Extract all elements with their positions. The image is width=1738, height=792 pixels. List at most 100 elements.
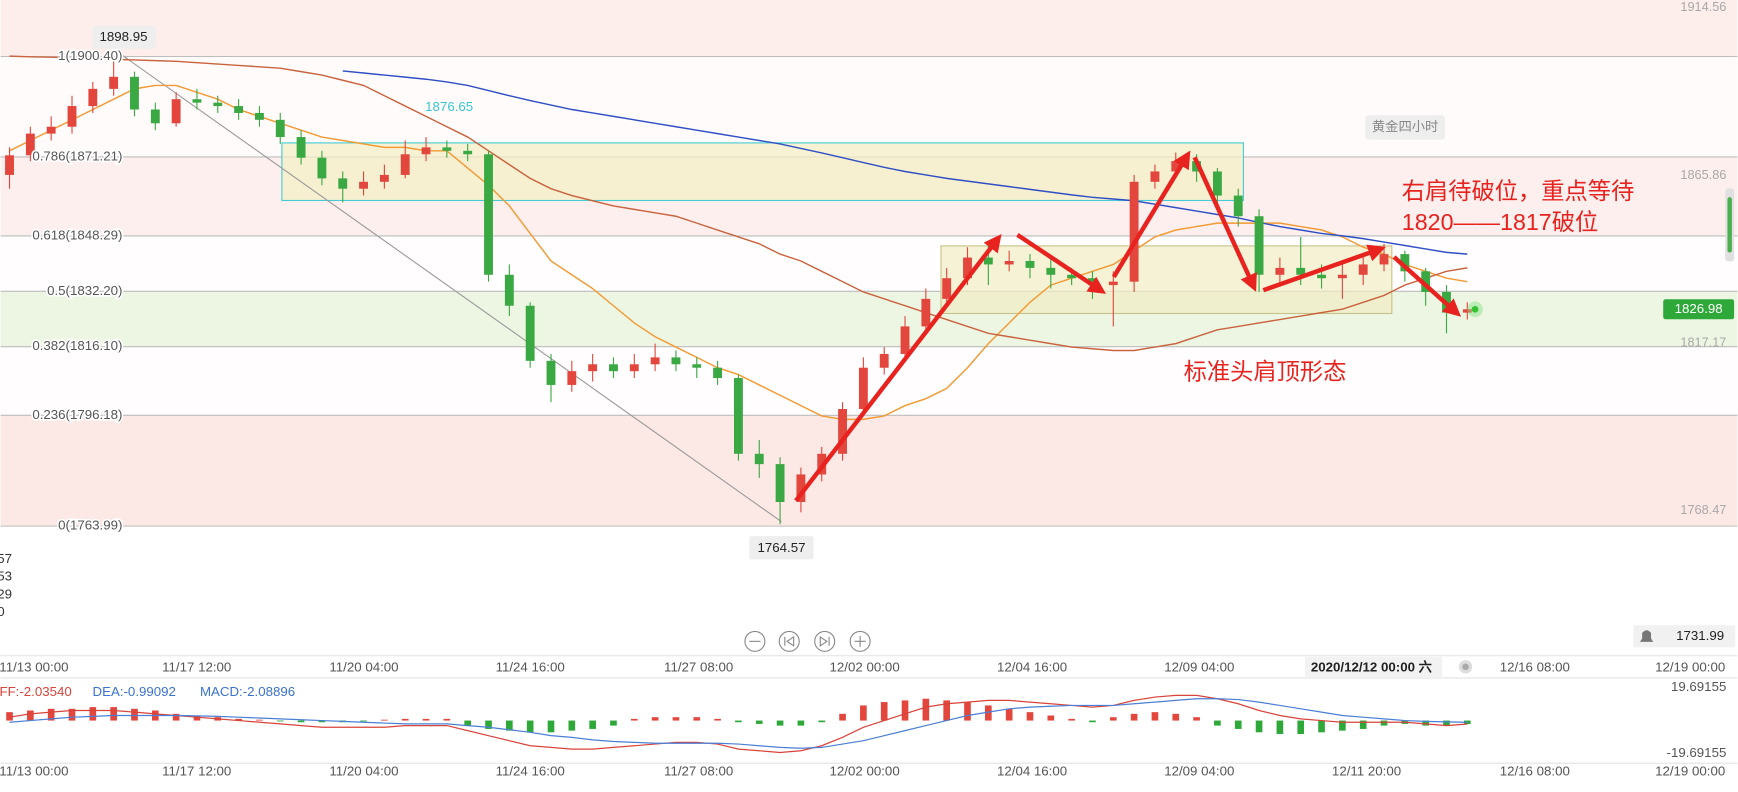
x-tick-label: 12/04 16:00 — [997, 659, 1067, 674]
macd-bar — [172, 713, 180, 721]
macd-bar — [68, 708, 76, 721]
macd-bar — [568, 720, 576, 731]
moving-average-line — [342, 70, 1468, 255]
macd-bar — [1359, 720, 1367, 729]
axes: 1914.56 1865.86 1817.17 1768.47 11/13 00:00 1… — [0, 0, 1726, 779]
macd-bar — [589, 720, 596, 729]
candle-body — [858, 367, 868, 410]
candle-body — [171, 99, 181, 124]
macd-bar — [485, 720, 492, 729]
macd-bar — [526, 720, 534, 733]
candle-body — [379, 174, 389, 182]
macd-bar — [1172, 713, 1180, 721]
alert-bg — [1633, 625, 1736, 648]
moving-average-line — [9, 55, 1468, 352]
macd-bar — [1026, 712, 1034, 721]
icon — [784, 635, 795, 647]
candle-body — [942, 278, 952, 299]
arrow — [1192, 156, 1257, 292]
candle-body — [1337, 274, 1347, 279]
macd-bar — [1068, 718, 1075, 721]
macd-legend: DIFF:-2.03540 — [0, 684, 72, 699]
y-tick-label: 1768.47 — [1680, 502, 1726, 517]
macd-bar — [964, 702, 971, 721]
macd-bar — [693, 717, 701, 721]
candle-body — [588, 364, 598, 372]
x-tick-label: 12/04 16:00 — [997, 764, 1067, 779]
macd-bar — [776, 720, 784, 726]
candle-body — [1150, 171, 1160, 182]
x-tick-label: 12/16 08:00 — [1500, 659, 1570, 674]
macd-bar — [464, 720, 472, 726]
candle-body — [1400, 254, 1410, 272]
candle-body — [46, 126, 56, 134]
fib-label: 0.236(1796.18) — [32, 407, 122, 422]
x-tick-label: 12/16 08:00 — [1500, 764, 1570, 779]
macd-bar — [6, 712, 13, 721]
macd-legend: MACD:-2.08896 — [200, 684, 295, 699]
candle-body — [1046, 267, 1056, 275]
macd-bar — [922, 698, 930, 721]
overlay-labels: 1(1900.40) 0.786(1871.21) 0.618(1848.29) 0.… — [31, 46, 1736, 678]
macd-bar — [318, 720, 326, 723]
x-tick-label: 11/24 16:00 — [496, 764, 565, 779]
macd-bar — [1005, 708, 1013, 721]
macd-bar — [1422, 720, 1429, 726]
fib-band — [0, 291, 1738, 347]
alert-bell — [1639, 630, 1654, 642]
macd-line — [9, 698, 1468, 749]
candle-body — [775, 464, 785, 502]
macd-line — [9, 694, 1468, 754]
macd-bar — [651, 717, 659, 721]
x-tick-label: 11/27 08:00 — [664, 764, 733, 779]
macd-bar — [755, 720, 763, 724]
annotation: 1820——1817破位 — [1402, 209, 1598, 235]
candle-body — [1233, 195, 1243, 217]
candle-body — [1317, 274, 1326, 279]
macd-bar — [1234, 720, 1242, 729]
candle-body — [1004, 260, 1014, 265]
arrow — [1262, 244, 1386, 293]
candle-body — [713, 367, 723, 379]
left-label: 57 — [0, 551, 12, 566]
candle-body — [1462, 309, 1472, 313]
candle-body — [1025, 260, 1035, 268]
fib-label: 0.618(1848.29) — [32, 227, 122, 242]
x-tick-label: 11/17 12:00 — [162, 659, 231, 674]
macd-bar — [1339, 720, 1346, 731]
candle-body — [317, 157, 327, 179]
macd-bar — [1380, 720, 1388, 726]
x-tick-label: 12/02 00:00 — [830, 659, 900, 674]
macd-bar — [547, 720, 555, 733]
macd-bar — [1297, 720, 1305, 734]
x-tick-label: 11/20 04:00 — [329, 659, 398, 674]
candle-body — [692, 364, 702, 368]
macd-bar — [1463, 720, 1471, 725]
candle-body — [338, 178, 348, 189]
macd-bar — [630, 718, 638, 721]
fib-label: 0.5(1832.20) — [47, 283, 122, 298]
candle-body — [546, 360, 556, 385]
fib-band — [0, 0, 1738, 57]
macd-bar — [610, 720, 617, 726]
macd-bar — [422, 718, 430, 721]
candle-body — [629, 364, 639, 372]
y-tick-label: 1817.17 — [1680, 334, 1726, 349]
candle-body — [484, 154, 493, 275]
macd-bar — [297, 720, 305, 723]
candle-body — [983, 257, 993, 265]
candle-body — [1067, 274, 1077, 279]
candle-body — [921, 298, 931, 327]
x-tick-label: 12/09 04:00 — [1164, 764, 1234, 779]
candle-body — [1129, 181, 1139, 282]
macd-bar — [1318, 720, 1325, 733]
macd-legend: DEA:-0.99092 — [93, 684, 176, 699]
macd-bar — [735, 720, 742, 723]
scroll-thumb[interactable] — [1727, 197, 1732, 253]
candle-body — [1212, 171, 1222, 196]
candle-body — [838, 409, 847, 454]
candle-body — [879, 353, 889, 368]
playback-controls[interactable] — [744, 630, 871, 652]
title-bg — [1365, 115, 1445, 140]
candle-body — [609, 364, 618, 372]
